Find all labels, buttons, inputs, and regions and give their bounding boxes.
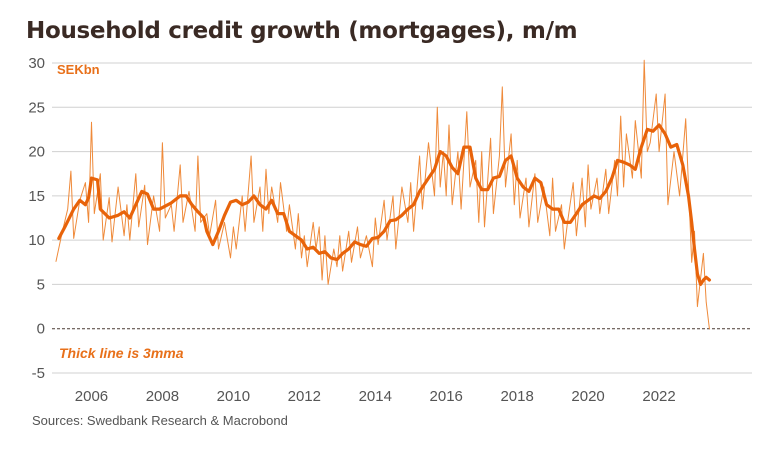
series-lines <box>55 59 711 330</box>
x-tick-label: 2016 <box>430 388 463 405</box>
y-axis-ticks: 30 25 20 15 10 5 0 -5 <box>28 55 45 382</box>
series-line-3mma <box>57 123 711 286</box>
x-tick-label: 2006 <box>75 388 108 405</box>
y-tick-label: 5 <box>37 276 45 293</box>
x-tick-label: 2012 <box>288 388 321 405</box>
x-tick-label: 2020 <box>571 388 604 405</box>
annotation-text: Thick line is 3mma <box>59 345 184 361</box>
x-tick-label: 2022 <box>642 388 675 405</box>
y-tick-label: 25 <box>28 99 45 116</box>
y-tick-label: 10 <box>28 232 45 249</box>
series-line-monthly <box>55 59 710 330</box>
x-tick-label: 2008 <box>146 388 179 405</box>
source-note: Sources: Swedbank Research & Macrobond <box>32 413 288 428</box>
grid-lines <box>52 62 752 374</box>
x-axis-ticks: 2006 2008 2010 2012 2014 2016 2018 2020 2022 <box>75 388 676 405</box>
x-tick-label: 2010 <box>217 388 250 405</box>
y-tick-label: 30 <box>28 55 45 72</box>
chart-title: Household credit growth (mortgages), m/m <box>26 18 578 44</box>
y-tick-label: -5 <box>32 365 45 382</box>
y-tick-label: 20 <box>28 144 45 161</box>
x-tick-label: 2018 <box>500 388 533 405</box>
y-tick-label: 0 <box>37 321 45 338</box>
x-tick-label: 2014 <box>359 388 392 405</box>
y-tick-label: 15 <box>28 188 45 205</box>
unit-label: SEKbn <box>57 62 100 77</box>
